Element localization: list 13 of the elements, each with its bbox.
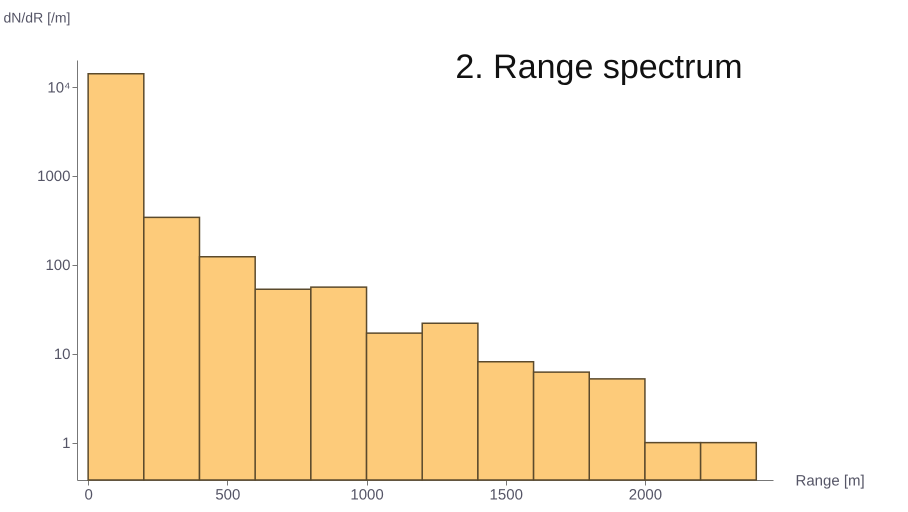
y-tick-label: 10⁴	[47, 79, 70, 96]
y-tick-label: 10	[54, 346, 70, 364]
y-axis-title: dN/dR [/m]	[4, 10, 70, 26]
x-tick-label: 500	[215, 486, 240, 504]
y-tick-label: 100	[45, 257, 70, 274]
x-tick-label: 0	[84, 486, 93, 504]
x-tick-label: 2000	[628, 486, 662, 504]
x-tick-label: 1000	[350, 486, 384, 504]
y-tick-label: 1000	[37, 168, 70, 186]
x-axis-title: Range [m]	[796, 472, 865, 490]
x-tick-label: 1500	[490, 486, 523, 504]
y-tick-label: 1	[62, 435, 70, 452]
chart-title: 2. Range spectrum	[455, 48, 743, 86]
